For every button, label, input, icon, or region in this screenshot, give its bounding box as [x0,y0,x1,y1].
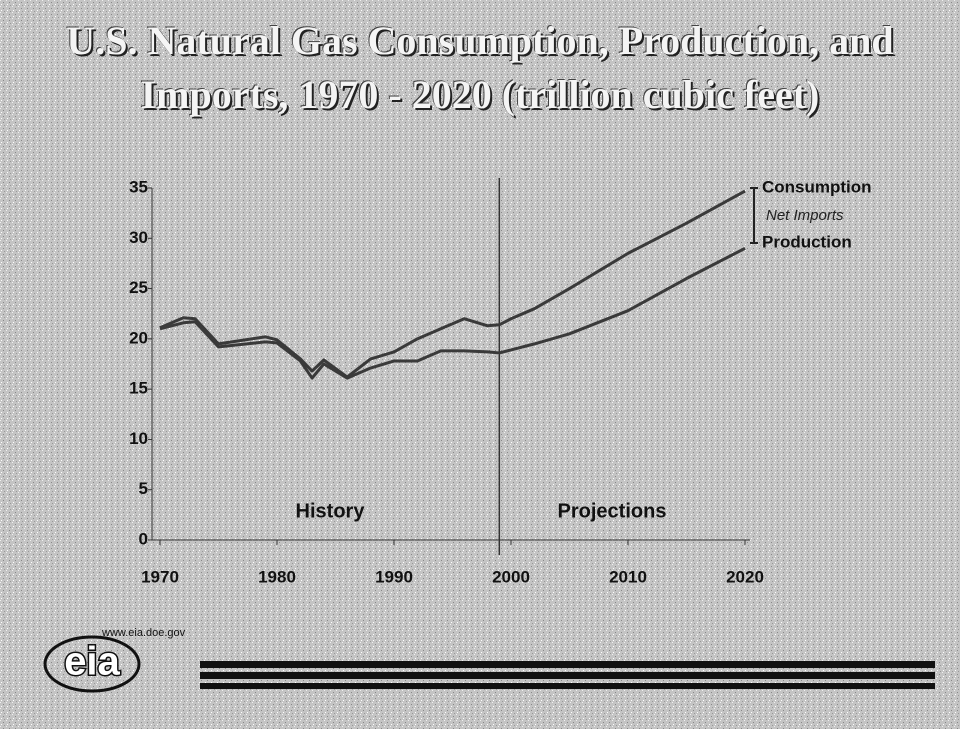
y-tick-label: 10 [129,429,148,448]
x-tick-label: 1980 [258,567,296,586]
y-tick-label: 25 [129,278,148,297]
annotation: Projections [558,500,667,522]
x-tick-label: 2010 [609,567,647,586]
y-tick-label: 0 [139,529,148,548]
legend-label: Net Imports [766,207,844,224]
y-tick-label: 35 [129,177,148,196]
stripe [200,661,935,668]
y-tick-label: 5 [139,479,148,498]
x-tick-label: 2020 [726,567,764,586]
y-tick-label: 30 [129,228,148,247]
chart-title: U.S. Natural Gas Consumption, Production… [66,18,894,117]
annotation: History [296,500,366,522]
stripe [200,672,935,679]
url: www.eia.doe.gov [101,627,186,639]
y-tick-label: 20 [129,328,148,347]
x-tick-label: 1970 [141,567,179,586]
series-line [159,189,746,379]
stripe [200,683,935,689]
legend-label: Production [762,232,852,251]
logo: eia [64,640,120,684]
y-tick-label: 15 [129,379,148,398]
x-tick-label: 2000 [492,567,530,586]
legend-label: Consumption [762,177,872,196]
x-tick-label: 1990 [375,567,413,586]
logo-ring [43,635,141,693]
series-line [159,247,746,380]
